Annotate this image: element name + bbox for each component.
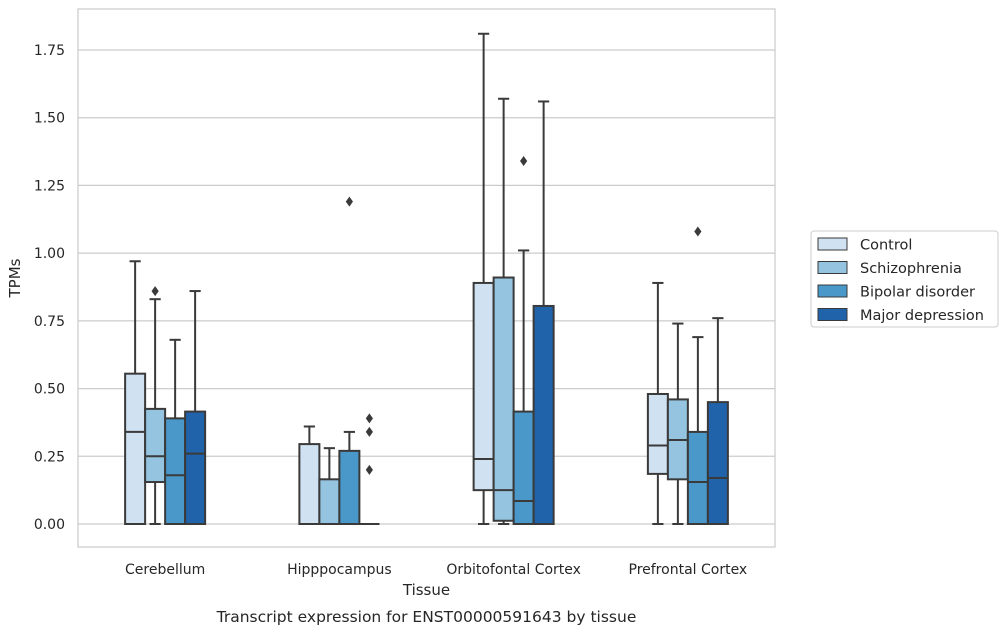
box-iqr [164, 417, 187, 526]
x-tick-label: Prefrontal Cortex [629, 562, 748, 578]
box-control [472, 32, 495, 525]
plot-frame [77, 8, 776, 548]
box-iqr [492, 276, 515, 522]
box-bipolar-disorder [686, 226, 709, 525]
x-tick-label: Orbitofontal Cortex [446, 562, 581, 578]
outlier-point [345, 196, 353, 207]
box-iqr [686, 430, 709, 525]
box-bipolar-disorder [164, 338, 187, 526]
legend-swatch [817, 237, 848, 251]
y-axis-label: TPMs [6, 258, 24, 298]
legend-label: Control [860, 238, 912, 254]
y-tick-label: 0.50 [34, 382, 65, 398]
y-tick-label: 1.50 [34, 111, 65, 127]
x-tick-label: Cerebellum [125, 562, 205, 578]
box-iqr [144, 407, 167, 484]
box-iqr [184, 410, 207, 526]
box-iqr [124, 372, 147, 525]
outlier-point [365, 464, 373, 475]
y-tick-label: 1.25 [34, 178, 65, 194]
x-axis-label: Tissue [402, 581, 450, 599]
legend-swatch [817, 284, 848, 298]
y-tick-label: 0.25 [34, 449, 65, 465]
x-tick-label: Hipppocampus [287, 562, 392, 578]
outlier-point [365, 413, 373, 424]
outlier-point [365, 426, 373, 437]
legend-frame [810, 230, 999, 328]
box-major-depression [184, 290, 207, 526]
legend-label: Major depression [860, 308, 984, 324]
box-iqr [532, 304, 555, 525]
legend-swatch [817, 261, 848, 274]
legend-label: Schizophrenia [860, 261, 962, 277]
chart-caption: Transcript expression for ENST0000059164… [216, 608, 637, 626]
box-control [646, 281, 669, 525]
y-tick-label: 0.75 [34, 314, 65, 330]
legend: Control Schizophrenia Bipolar disorder Majo… [810, 230, 999, 328]
box-major-depression [706, 317, 729, 525]
y-tick-label: 0.00 [34, 517, 65, 533]
x-tick-labels: Cerebellum Hipppocampus Orbitofontal Corte… [125, 562, 747, 578]
boxes [124, 32, 729, 526]
y-tick-labels: 0.00 0.25 0.50 0.75 1.00 1.25 1.50 1.75 [34, 43, 65, 533]
box-iqr [298, 443, 321, 525]
outlier-point [520, 156, 528, 167]
box-bipolar-disorder [338, 196, 361, 525]
box-iqr [318, 478, 341, 525]
box-major-depression [532, 100, 555, 525]
y-tick-label: 1.75 [34, 43, 65, 59]
box-major-depression [359, 413, 380, 525]
box-iqr [512, 410, 535, 526]
outlier-point [151, 286, 159, 297]
box-iqr [646, 392, 669, 475]
box-iqr [706, 401, 729, 525]
legend-label: Bipolar disorder [860, 285, 975, 301]
box-schizophrenia [492, 97, 515, 525]
y-tick-label: 1.00 [34, 246, 65, 262]
box-iqr [338, 449, 361, 525]
outlier-point [694, 226, 702, 237]
legend-swatch [817, 308, 848, 321]
box-control [124, 260, 147, 525]
